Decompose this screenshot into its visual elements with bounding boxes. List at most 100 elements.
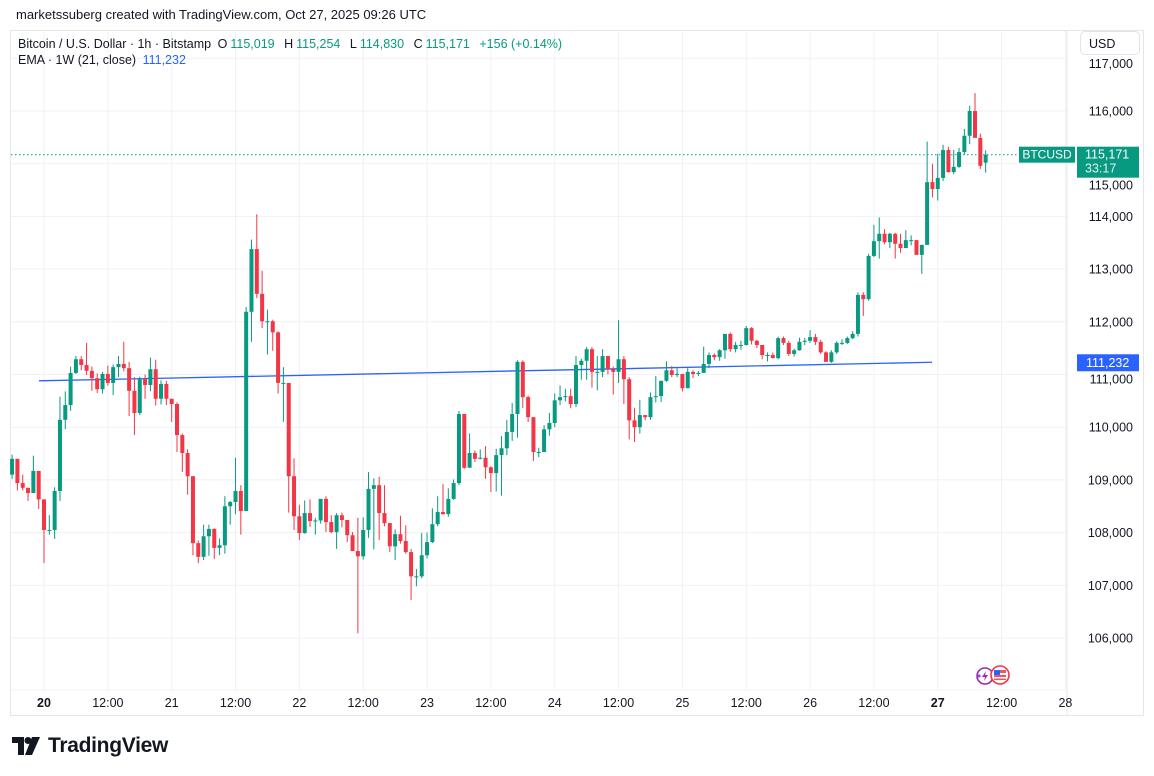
candle[interactable] <box>558 385 563 406</box>
candle[interactable] <box>270 319 275 351</box>
candle[interactable] <box>116 356 121 378</box>
candle[interactable] <box>100 371 105 394</box>
candle[interactable] <box>754 339 759 349</box>
candle[interactable] <box>680 373 685 392</box>
candle[interactable] <box>797 337 802 351</box>
candle[interactable] <box>696 370 701 377</box>
candle[interactable] <box>414 568 419 587</box>
candle[interactable] <box>951 149 956 175</box>
candle[interactable] <box>366 471 371 538</box>
candle[interactable] <box>526 395 531 422</box>
candle[interactable] <box>169 398 174 422</box>
candle[interactable] <box>978 133 983 169</box>
candle[interactable] <box>446 488 451 517</box>
candle[interactable] <box>781 336 786 345</box>
candle[interactable] <box>281 367 286 422</box>
candle[interactable] <box>898 233 903 253</box>
candle[interactable] <box>276 331 281 394</box>
candle[interactable] <box>249 239 254 342</box>
candle[interactable] <box>84 342 89 376</box>
candle[interactable] <box>962 128 967 155</box>
candle[interactable] <box>10 454 15 479</box>
candle[interactable] <box>850 331 855 340</box>
candle[interactable] <box>212 528 217 559</box>
candle[interactable] <box>111 364 116 396</box>
candle[interactable] <box>675 368 680 378</box>
candle[interactable] <box>792 348 797 357</box>
candle[interactable] <box>68 366 73 411</box>
candle[interactable] <box>882 229 887 245</box>
candle[interactable] <box>786 340 791 357</box>
candle[interactable] <box>728 332 733 352</box>
candle[interactable] <box>339 512 344 528</box>
candle[interactable] <box>377 476 382 540</box>
candle[interactable] <box>409 548 414 601</box>
candle[interactable] <box>451 479 456 500</box>
candle[interactable] <box>600 349 605 378</box>
candle[interactable] <box>627 377 632 440</box>
candle[interactable] <box>313 517 318 535</box>
candle[interactable] <box>254 214 259 299</box>
candle[interactable] <box>398 515 403 544</box>
candle[interactable] <box>127 361 132 417</box>
ema-indicator-label[interactable]: EMA · 1W (21, close) <box>18 53 137 67</box>
candle[interactable] <box>930 163 935 198</box>
candle[interactable] <box>893 232 898 259</box>
candle[interactable] <box>26 487 31 501</box>
candle[interactable] <box>233 457 238 515</box>
candle[interactable] <box>701 346 706 373</box>
candle[interactable] <box>350 532 355 552</box>
candle[interactable] <box>738 340 743 350</box>
candle[interactable] <box>547 412 552 436</box>
candle[interactable] <box>95 373 100 393</box>
candle[interactable] <box>47 515 52 535</box>
candle[interactable] <box>132 377 137 436</box>
candle[interactable] <box>153 359 158 406</box>
candle[interactable] <box>829 350 834 363</box>
candle[interactable] <box>89 366 94 391</box>
candle[interactable] <box>584 347 589 380</box>
candle[interactable] <box>371 478 376 550</box>
candle[interactable] <box>297 504 302 540</box>
candle[interactable] <box>855 292 860 337</box>
candle[interactable] <box>744 326 749 346</box>
candle[interactable] <box>499 436 504 496</box>
candle[interactable] <box>866 253 871 301</box>
candle[interactable] <box>776 336 781 360</box>
candle[interactable] <box>664 361 669 382</box>
us-flag-icon[interactable] <box>990 665 1010 685</box>
candle[interactable] <box>286 382 291 513</box>
candle[interactable] <box>504 419 509 456</box>
candle[interactable] <box>462 414 467 469</box>
candle[interactable] <box>478 449 483 460</box>
candle[interactable] <box>770 352 775 359</box>
candle[interactable] <box>510 402 515 441</box>
candle[interactable] <box>143 374 148 399</box>
candle[interactable] <box>180 433 185 472</box>
candle[interactable] <box>148 357 153 392</box>
candle[interactable] <box>845 336 850 344</box>
candle[interactable] <box>57 396 62 501</box>
candle[interactable] <box>430 508 435 544</box>
candle[interactable] <box>973 93 977 138</box>
candle[interactable] <box>611 366 616 395</box>
candle[interactable] <box>871 224 876 257</box>
candle[interactable] <box>637 399 642 434</box>
candle[interactable] <box>983 150 988 173</box>
candle[interactable] <box>217 538 222 556</box>
candle[interactable] <box>105 365 110 386</box>
candle[interactable] <box>685 368 690 389</box>
candle[interactable] <box>15 458 20 491</box>
candle[interactable] <box>579 358 584 380</box>
candle[interactable] <box>653 376 658 403</box>
candle[interactable] <box>765 352 770 362</box>
candle[interactable] <box>403 525 408 554</box>
candle[interactable] <box>175 402 179 452</box>
candle[interactable] <box>712 353 717 361</box>
candle[interactable] <box>201 524 206 561</box>
currency-button[interactable]: USD <box>1080 31 1140 55</box>
candle[interactable] <box>494 448 499 492</box>
candle[interactable] <box>925 141 930 245</box>
candle[interactable] <box>749 327 754 345</box>
candle[interactable] <box>159 380 164 405</box>
